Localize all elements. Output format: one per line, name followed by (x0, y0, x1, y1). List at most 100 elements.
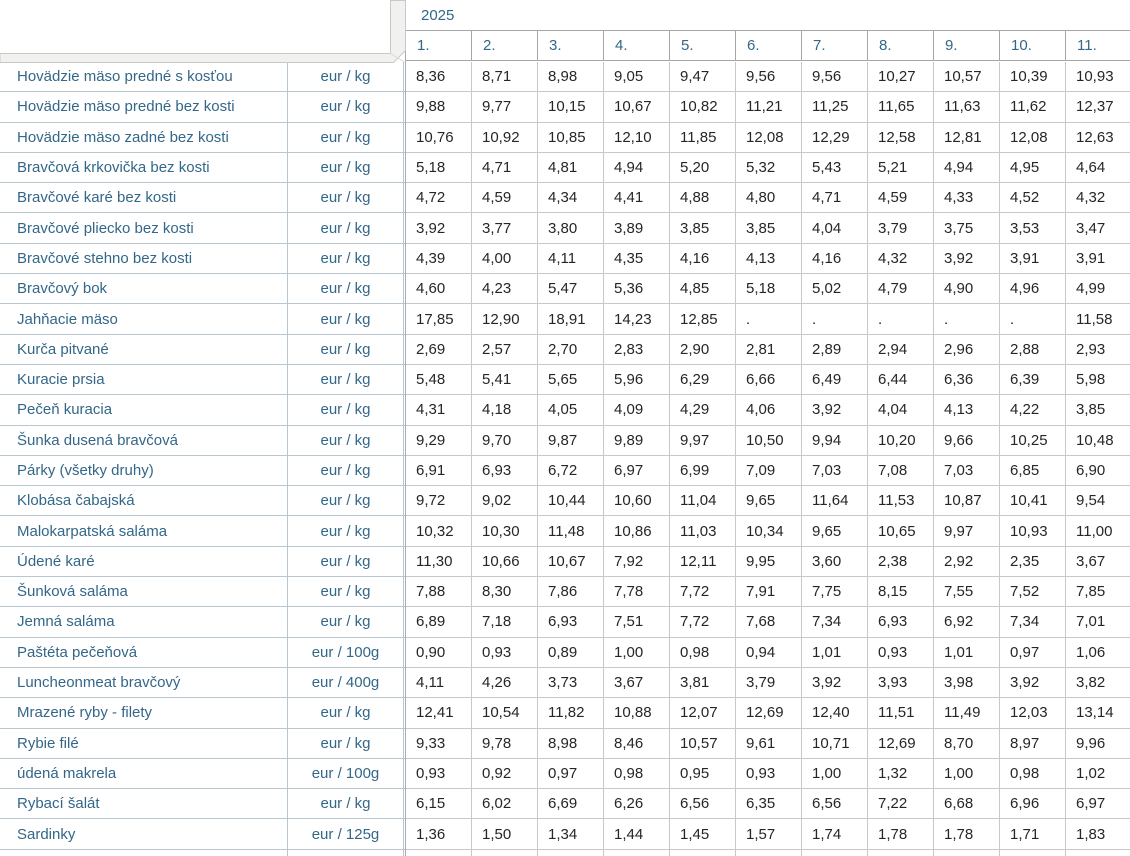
data-cell: 4,16 (812, 249, 842, 267)
header-splitter-handle[interactable] (0, 0, 410, 65)
data-cell: 10,92 (482, 128, 520, 146)
data-cell: 4,79 (878, 280, 908, 298)
data-cell: 6,93 (878, 613, 908, 631)
data-cell: 8,30 (482, 583, 512, 601)
data-cell: 0,94 (746, 643, 776, 661)
data-cell: 2,57 (482, 340, 512, 358)
grid-vline (471, 62, 472, 856)
data-cell: 10,32 (416, 522, 454, 540)
data-cell: 9,05 (614, 68, 644, 86)
grid-vline (669, 62, 670, 856)
product-row: Rybací šalát eur / kg (0, 789, 405, 820)
data-cell: 2,90 (680, 340, 710, 358)
data-cell: 4,59 (482, 189, 512, 207)
data-cell: 6,93 (482, 462, 512, 479)
data-cell: 6,56 (812, 795, 842, 813)
data-cell: 0,93 (746, 764, 776, 782)
data-cell: 3,47 (1076, 219, 1106, 237)
data-cell: 9,94 (812, 431, 842, 449)
data-cell: 1,34 (548, 825, 578, 843)
product-row: Bravčové stehno bez kosti eur / kg (0, 244, 405, 275)
data-cell: . (1010, 310, 1015, 328)
data-cell: 11,48 (548, 522, 585, 540)
data-cell: 12,40 (812, 704, 850, 722)
data-cell: 2,94 (878, 340, 908, 358)
data-cell: 4,16 (680, 249, 710, 267)
data-cell: 5,20 (680, 159, 710, 177)
product-unit: eur / kg (320, 704, 371, 722)
data-cell: 1,00 (944, 764, 974, 782)
data-cell: 10,44 (548, 492, 586, 510)
data-cell: 7,22 (878, 795, 908, 813)
data-cell: 4,09 (614, 401, 644, 419)
product-name: Sardinky (17, 825, 76, 843)
data-cell: 2,93 (1076, 340, 1106, 358)
product-row: Bravčová krkovička bez kosti eur / kg (0, 153, 405, 184)
data-cell: 10,65 (878, 522, 916, 540)
grid-vline (537, 62, 538, 856)
data-cell: 4,35 (614, 249, 644, 267)
data-cell: 9,88 (416, 98, 446, 116)
data-cell: 6,93 (548, 613, 578, 631)
data-cell: 4,04 (812, 219, 842, 237)
data-cell: 17,85 (416, 310, 454, 328)
data-row: 5,18 4,71 4,81 4,94 5,20 5,32 5,43 5,21 4,94 4,95… (406, 153, 1130, 184)
data-cell: 10,93 (1010, 522, 1048, 540)
grid-vline (801, 62, 802, 856)
data-cell: 1,32 (878, 764, 908, 782)
data-cell: 5,47 (548, 280, 578, 298)
data-cell: 6,92 (944, 613, 974, 631)
product-row: Kuracie prsia eur / kg (0, 365, 405, 396)
data-cell: 3,85 (746, 219, 776, 237)
data-cell: 10,87 (944, 492, 982, 510)
data-cell: 9,87 (548, 431, 578, 449)
data-cell: 11,21 (746, 98, 783, 116)
data-cell: 2,89 (812, 340, 842, 358)
data-cell: 5,41 (482, 371, 512, 389)
data-cell: 9,96 (1076, 734, 1106, 752)
data-cell: 10,57 (680, 734, 718, 752)
data-cell: 4,26 (482, 674, 512, 692)
data-cell: 12,41 (416, 704, 454, 722)
product-unit: eur / kg (320, 219, 371, 237)
product-name: Párky (všetky druhy) (17, 462, 154, 479)
data-cell: 11,04 (680, 492, 717, 510)
data-cell: 10,85 (548, 128, 586, 146)
product-row: Hovädzie mäso predné bez kosti eur / kg (0, 92, 405, 123)
data-cell: 0,93 (416, 764, 446, 782)
data-cell: 10,27 (878, 68, 916, 86)
data-cell: 7,86 (548, 583, 578, 601)
data-cell: 10,50 (746, 431, 784, 449)
data-cell: 12,63 (1076, 128, 1114, 146)
data-row: 4,60 4,23 5,47 5,36 4,85 5,18 5,02 4,79 4,90 4,96… (406, 274, 1130, 305)
year-header-row: 2025 (406, 0, 1130, 31)
product-name: Bravčové stehno bez kosti (17, 249, 193, 267)
product-row: Bravčové karé bez kosti eur / kg (0, 183, 405, 214)
data-row: 4,31 4,18 4,05 4,09 4,29 4,06 3,92 4,04 4,13 4,22… (406, 395, 1130, 426)
product-name: údená makrela (17, 764, 117, 782)
product-row: Jahňacie mäso eur / kg (0, 304, 405, 335)
data-cell: 11,58 (1076, 310, 1113, 328)
data-cell: 3,89 (614, 219, 644, 237)
data-cell: 2,81 (746, 340, 776, 358)
product-row: Luncheonmeat bravčový eur / 400g (0, 668, 405, 699)
data-cell: 11,53 (878, 492, 915, 510)
data-cell: 9,97 (944, 522, 974, 540)
data-cell: 7,91 (746, 583, 776, 601)
data-cell: 6,29 (680, 371, 710, 389)
year-label: 2025 (421, 6, 455, 24)
data-cell: 5,65 (548, 371, 578, 389)
data-cell: 10,88 (614, 704, 652, 722)
data-cell: 5,48 (416, 371, 446, 389)
data-cell: 0,97 (548, 764, 578, 782)
data-cell: 12,08 (746, 128, 784, 146)
data-cell: 1,45 (680, 825, 710, 843)
data-row: 1,36 1,50 1,34 1,44 1,45 1,57 1,74 1,78 1,78 1,71… (406, 819, 1130, 850)
data-cell: 7,85 (1076, 583, 1106, 601)
data-cell: 12,69 (878, 734, 916, 752)
product-unit: eur / kg (320, 68, 371, 86)
data-cell: 14,23 (614, 310, 652, 328)
data-cell: 11,82 (548, 704, 585, 722)
product-name: Bravčové karé bez kosti (17, 189, 177, 207)
row-header-panel: Hovädzie mäso predné s kosťou eur / kg Hov… (0, 0, 405, 856)
